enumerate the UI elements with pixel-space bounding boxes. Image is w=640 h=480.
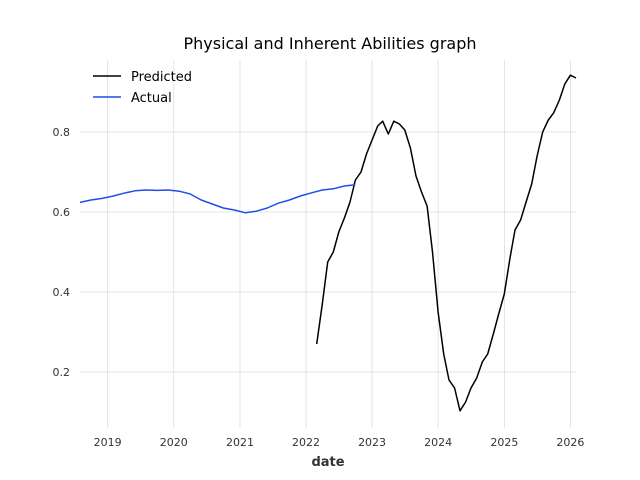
series-line-predicted [315, 74, 577, 412]
x-tick-label: 2025 [490, 436, 518, 449]
tick-labels: 2019 2020 2021 2022 2023 2024 2025 2026 0.2 0.4 0.… [53, 126, 585, 449]
series-layer [79, 74, 577, 412]
x-tick-label: 2019 [94, 436, 122, 449]
x-tick-label: 2020 [160, 436, 188, 449]
x-tick-label: 2026 [556, 436, 584, 449]
series-line-actual [79, 184, 356, 214]
y-tick-label: 0.2 [53, 366, 71, 379]
x-tick-label: 2024 [424, 436, 452, 449]
x-tick-label: 2023 [358, 436, 386, 449]
y-tick-label: 0.6 [53, 206, 71, 219]
chart-title: Physical and Inherent Abilities graph [183, 34, 476, 53]
y-tick-label: 0.8 [53, 126, 71, 139]
legend-label-actual: Actual [131, 91, 172, 106]
grid [80, 60, 576, 428]
x-axis-label: date [311, 455, 344, 470]
legend: Predicted Actual [93, 70, 192, 106]
y-tick-label: 0.4 [53, 286, 71, 299]
legend-label-predicted: Predicted [131, 70, 192, 85]
x-tick-label: 2022 [292, 436, 320, 449]
x-tick-label: 2021 [226, 436, 254, 449]
